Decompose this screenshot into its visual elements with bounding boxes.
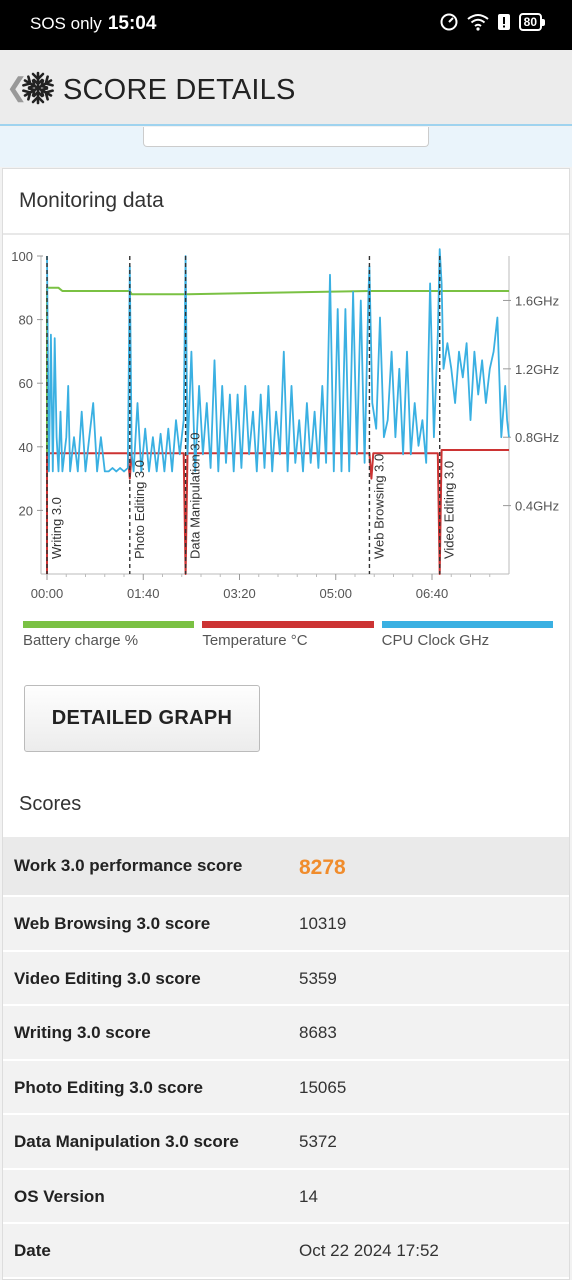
monitoring-card: Monitoring data 20 40 60 80 100 0.4GHz 0.8GHz 1…: [2, 168, 570, 1280]
score-value: 14: [299, 1186, 318, 1206]
legend-swatch-cpu: [381, 621, 553, 628]
workload-marker-label: Video Editing 3.0: [442, 461, 457, 559]
score-row: OS Version 14: [3, 1169, 569, 1224]
y-left-tick-label: 100: [11, 249, 33, 264]
score-row: Work 3.0 performance score 8278: [3, 837, 569, 897]
score-label: Data Manipulation 3.0 score: [14, 1132, 239, 1151]
score-row: Writing 3.0 score 8683: [3, 1006, 569, 1061]
legend-swatch-temperature: [202, 621, 374, 628]
score-row: Video Editing 3.0 score 5359: [3, 951, 569, 1006]
legend-swatch-battery: [23, 621, 195, 628]
scores-table: Work 3.0 performance score 8278 Web Browsi…: [3, 837, 569, 1279]
x-tick-label: 01:40: [127, 586, 160, 601]
chevron-left-icon[interactable]: ❮: [6, 72, 28, 102]
speed-icon: [440, 13, 458, 31]
battery-indicator: 80: [518, 13, 546, 31]
score-row: Web Browsing 3.0 score 10319: [3, 897, 569, 952]
score-label: Writing 3.0 score: [14, 1023, 151, 1042]
detailed-graph-button[interactable]: DETAILED GRAPH: [24, 685, 260, 752]
page-title: SCORE DETAILS: [63, 74, 296, 106]
alert-icon: [497, 14, 510, 30]
legend-item: Temperature °C: [202, 621, 374, 649]
legend-label: CPU Clock GHz: [381, 632, 490, 649]
score-value: 10319: [299, 914, 347, 933]
x-tick-label: 05:00: [319, 586, 352, 601]
score-label: Date: [14, 1241, 51, 1260]
status-bar: SOS only 15:04 80: [0, 0, 572, 50]
legend-label: Temperature °C: [202, 632, 308, 649]
score-label: Photo Editing 3.0 score: [14, 1077, 203, 1097]
wifi-icon: [467, 14, 489, 31]
status-time: 15:04: [107, 13, 157, 34]
y-left-tick-label: 60: [19, 376, 33, 391]
score-label: Work 3.0 performance score: [14, 856, 243, 875]
y-right-tick-label: 0.8GHz: [515, 430, 559, 445]
x-tick-label: 03:20: [223, 586, 256, 601]
workload-marker-label: Web Browsing 3.0: [371, 454, 386, 559]
y-right-tick-label: 1.2GHz: [515, 362, 559, 377]
app-bar: ❮ SCORE DETAILS: [0, 50, 572, 126]
carrier-status: SOS only: [30, 14, 102, 33]
divider: [3, 233, 569, 235]
score-value: 8683: [299, 1023, 337, 1042]
y-right-tick-label: 0.4GHz: [515, 499, 559, 514]
snowflake-icon: [21, 71, 55, 105]
chart-legend: Battery charge % Temperature °C CPU Cloc…: [23, 621, 553, 649]
series-cpu-line: [46, 248, 510, 473]
monitoring-title: Monitoring data: [19, 189, 164, 212]
score-label: Video Editing 3.0 score: [14, 968, 201, 988]
x-tick-label: 00:00: [31, 586, 64, 601]
y-left-tick-label: 20: [19, 503, 33, 518]
workload-marker-label: Data Manipulation 3.0: [188, 433, 203, 559]
scores-title: Scores: [19, 793, 82, 815]
score-label: OS Version: [14, 1186, 105, 1206]
y-right-tick-label: 1.6GHz: [515, 293, 559, 308]
score-value: 5372: [299, 1132, 337, 1151]
score-value: 15065: [299, 1077, 347, 1097]
y-left-tick-label: 40: [19, 440, 33, 455]
x-tick-label: 06:40: [416, 586, 449, 601]
legend-item: Battery charge %: [23, 621, 195, 649]
workload-marker-label: Photo Editing 3.0: [132, 460, 147, 559]
legend-label: Battery charge %: [23, 632, 139, 649]
score-label: Web Browsing 3.0 score: [14, 914, 211, 933]
workload-marker-label: Writing 3.0: [49, 497, 64, 559]
score-value: Oct 22 2024 17:52: [299, 1241, 439, 1260]
previous-section: [0, 127, 572, 167]
score-value: 5359: [299, 968, 337, 988]
monitoring-chart: 20 40 60 80 100 0.4GHz 0.8GHz 1.2GHz 1.6GHz 00:00…: [11, 248, 559, 601]
score-row: Data Manipulation 3.0 score 5372: [3, 1115, 569, 1170]
y-left-tick-label: 80: [19, 313, 33, 328]
legend-item: CPU Clock GHz: [381, 621, 553, 649]
score-row: Date Oct 22 2024 17:52: [3, 1224, 569, 1279]
score-row: Photo Editing 3.0 score 15065: [3, 1060, 569, 1115]
score-value: 8278: [299, 856, 346, 879]
section-tab: [143, 127, 429, 147]
